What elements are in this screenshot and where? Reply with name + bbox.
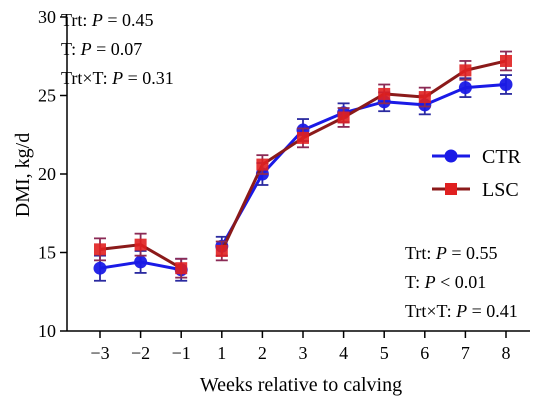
data-point — [459, 64, 472, 77]
axes: 10 15 20 25 30 −3 −2 −1 1 2 3 4 5 6 7 8 — [38, 7, 530, 363]
data-point — [215, 244, 228, 257]
legend-label: LSC — [482, 179, 519, 201]
data-point — [458, 81, 472, 95]
prepartum-stat-trt: Trt: P = 0.45 — [61, 10, 154, 30]
legend-item-lsc: LSC — [432, 179, 519, 201]
x-tick-label: 4 — [339, 343, 348, 363]
x-tick-label: −1 — [172, 343, 191, 363]
series-line — [220, 59, 507, 252]
data-point — [378, 87, 391, 100]
data-point — [337, 111, 350, 124]
data-point — [297, 131, 309, 144]
legend-marker — [445, 183, 457, 195]
data-point — [499, 78, 513, 92]
plot-area — [93, 50, 513, 282]
x-tick-label: 8 — [502, 343, 511, 363]
prepartum-stats: Trt: P = 0.45 T: P = 0.07 Trt×T: P = 0.3… — [61, 11, 174, 87]
y-tick-label: 25 — [38, 86, 56, 106]
postpartum-stat-t: T: P < 0.01 — [405, 272, 487, 292]
prepartum-stat-interaction: Trt×T: P = 0.31 — [61, 68, 174, 88]
data-point — [175, 262, 188, 275]
data-point — [500, 54, 512, 67]
x-tick-label: 2 — [258, 343, 267, 363]
x-tick-label: 7 — [461, 343, 470, 363]
y-tick-label: 15 — [38, 243, 56, 263]
data-point — [134, 255, 148, 269]
data-point — [256, 158, 269, 171]
x-tick-label: 5 — [380, 343, 389, 363]
data-point — [94, 243, 106, 256]
data-point — [418, 91, 431, 104]
postpartum-stat-interaction: Trt×T: P = 0.41 — [405, 301, 518, 321]
postpartum-stat-trt: Trt: P = 0.55 — [405, 243, 498, 263]
legend-item-ctr: CTR — [432, 146, 522, 168]
legend-marker — [444, 149, 458, 163]
y-tick-label: 30 — [38, 7, 56, 27]
x-tick-label: −3 — [90, 343, 109, 363]
x-tick-label: 3 — [299, 343, 308, 363]
y-axis-label: DMI, kg/d — [12, 133, 34, 217]
data-point — [93, 261, 107, 275]
y-tick-label: 10 — [38, 321, 56, 341]
x-tick-label: 6 — [420, 343, 429, 363]
legend-label: CTR — [482, 146, 522, 168]
legend: CTR LSC — [432, 146, 522, 201]
prepartum-stat-t: T: P = 0.07 — [61, 39, 143, 59]
x-tick-label: 1 — [217, 343, 226, 363]
data-point — [134, 238, 147, 251]
postpartum-stats: Trt: P = 0.55 T: P < 0.01 Trt×T: P = 0.4… — [405, 244, 518, 320]
series-lsc — [94, 50, 512, 279]
x-axis-label: Weeks relative to calving — [200, 374, 402, 396]
y-tick-label: 20 — [38, 164, 56, 184]
x-tick-label: −2 — [131, 343, 150, 363]
